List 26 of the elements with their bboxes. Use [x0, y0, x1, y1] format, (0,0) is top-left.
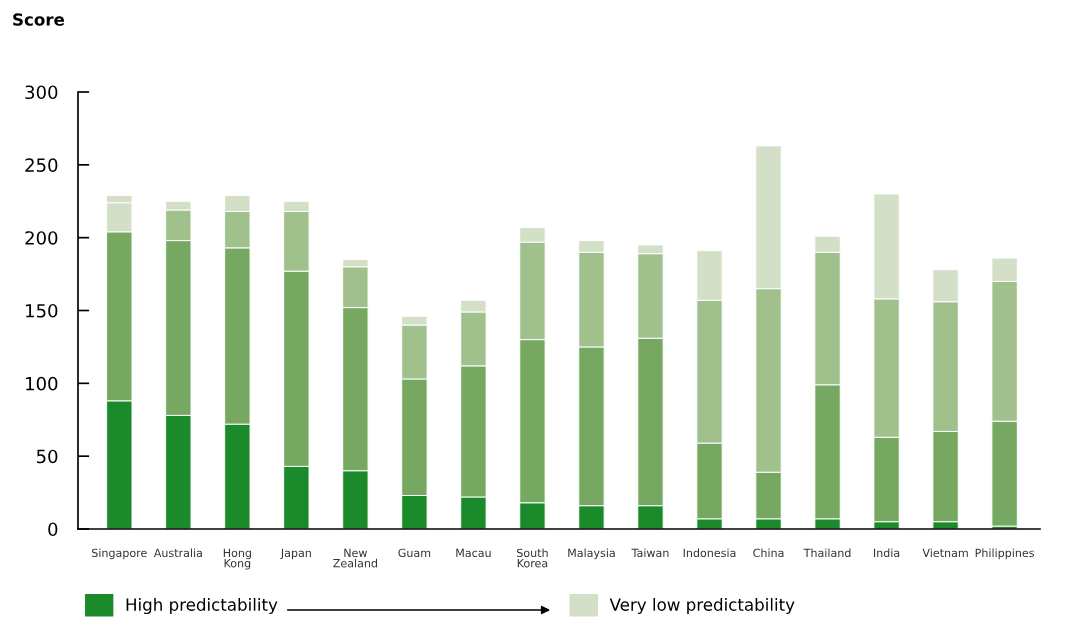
x-tick-label: India — [874, 548, 900, 558]
x-tick-label: Singapore — [92, 548, 147, 560]
y-tick-label: 100 — [26, 376, 58, 391]
x-tick-label: South Korea — [517, 548, 548, 568]
y-tick-label: 250 — [25, 158, 58, 172]
x-tick-label: Thailand — [803, 548, 851, 558]
x-tick-label: Philippines — [975, 548, 1034, 560]
x-tick-label: China — [753, 548, 784, 558]
x-tick-label: Guam — [398, 548, 431, 558]
x-tick-label: Macau — [456, 548, 491, 558]
x-tick-label: New Zealand — [333, 548, 377, 568]
legend-label: High predictability — [126, 597, 278, 615]
x-tick-label: Malaysia — [568, 548, 615, 560]
y-tick-label: 200 — [25, 231, 58, 245]
y-tick-label: 50 — [36, 449, 58, 464]
y-tick-label: 300 — [25, 85, 58, 100]
y-tick-label: 0 — [48, 522, 58, 537]
y-tick-label: 150 — [26, 303, 58, 318]
x-tick-label: Hong Kong — [223, 548, 251, 570]
x-tick-label: Australia — [153, 548, 202, 558]
x-tick-label: Japan — [280, 548, 311, 560]
x-tick-label: Taiwan — [631, 548, 669, 558]
y-axis-title: Score — [13, 13, 65, 26]
x-tick-label: Vietnam — [922, 548, 968, 558]
x-tick-label: Indonesia — [683, 548, 736, 558]
legend-label: Very low predictability — [609, 597, 795, 615]
